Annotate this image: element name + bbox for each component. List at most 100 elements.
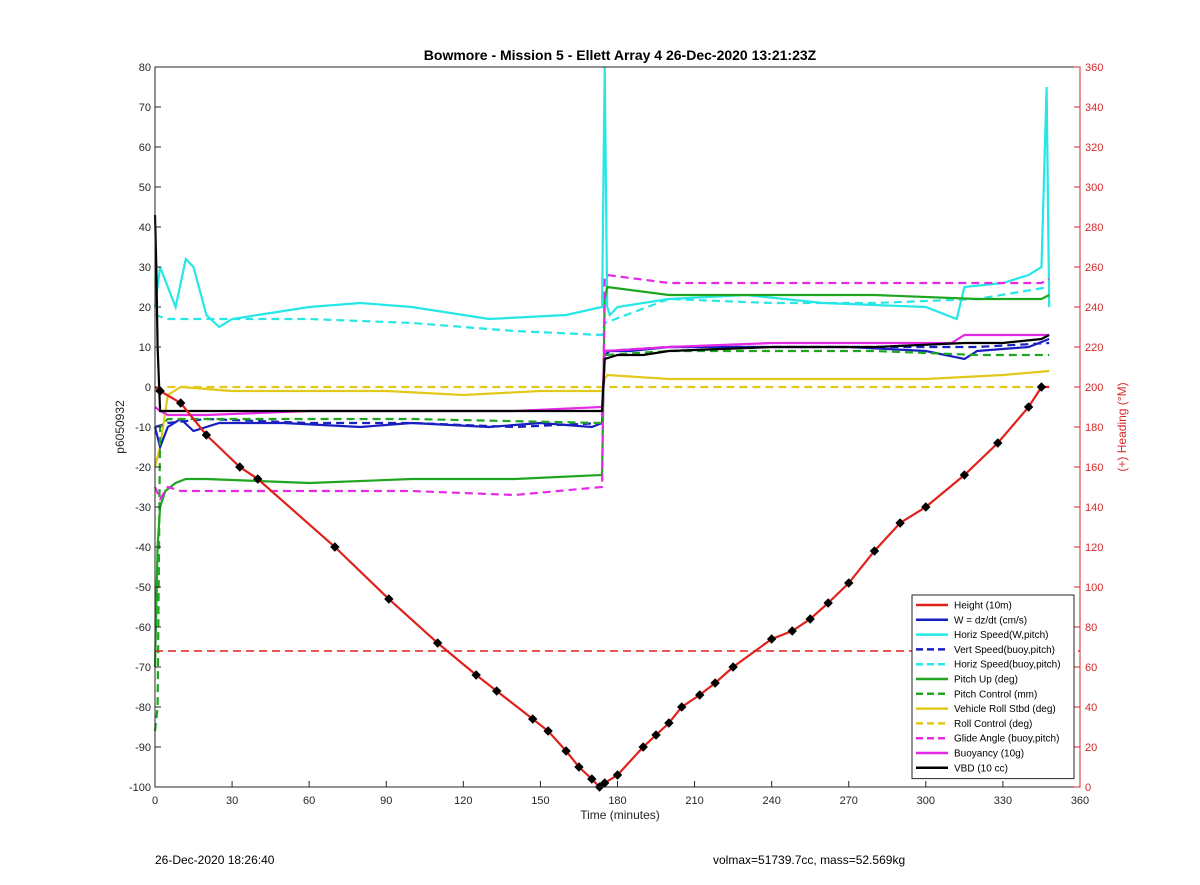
- footer-timestamp: 26-Dec-2020 18:26:40: [155, 853, 275, 867]
- height-marker: [728, 662, 738, 672]
- height-marker: [921, 502, 931, 512]
- y-tick-label: -70: [135, 662, 151, 674]
- y2-tick-label: 80: [1085, 622, 1097, 634]
- y-tick-label: 60: [139, 142, 151, 154]
- y2-axis-label: (+) Heading (°M): [1115, 382, 1129, 471]
- y2-tick-label: 160: [1085, 462, 1103, 474]
- height-marker: [574, 762, 584, 772]
- height-marker: [432, 638, 443, 648]
- height-marker: [959, 470, 970, 480]
- footer-volmax-mass: volmax=51739.7cc, mass=52.569kg: [713, 853, 906, 867]
- y-tick-label: -50: [135, 582, 151, 594]
- legend-entry: Pitch Up (deg): [954, 675, 1018, 686]
- height-marker: [543, 726, 553, 736]
- x-tick-label: 240: [762, 795, 780, 807]
- height-marker: [175, 398, 186, 408]
- y2-tick-label: 300: [1085, 182, 1103, 194]
- y2-tick-label: 280: [1085, 222, 1103, 234]
- plot-data: [153, 66, 1080, 792]
- legend-entry: Horiz Speed(buoy,pitch): [954, 660, 1061, 671]
- y-tick-label: 70: [139, 102, 151, 114]
- y2-tick-label: 220: [1085, 342, 1103, 354]
- x-tick-label: 270: [840, 795, 858, 807]
- height-marker: [895, 518, 905, 528]
- y2-tick-label: 200: [1085, 382, 1103, 394]
- legend-entry: Pitch Control (mm): [954, 689, 1037, 700]
- legend-entry: Vehicle Roll Stbd (deg): [954, 704, 1056, 715]
- legend-entry: Glide Angle (buoy,pitch): [954, 734, 1059, 745]
- y-tick-label: -60: [135, 622, 151, 634]
- series-line-pitch-up-deg: [153, 285, 1050, 668]
- height-marker: [1036, 382, 1047, 392]
- height-marker: [695, 690, 705, 700]
- height-marker: [664, 718, 674, 728]
- y-tick-label: -90: [135, 742, 151, 754]
- height-marker: [561, 746, 571, 756]
- height-marker: [1023, 402, 1034, 412]
- y2-tick-label: 20: [1085, 742, 1097, 754]
- series-line-horiz-speed-buoy-pitch: [154, 285, 1050, 337]
- height-marker: [587, 774, 597, 784]
- legend-entry: Roll Control (deg): [954, 719, 1032, 730]
- height-marker: [253, 474, 263, 484]
- legend-entry: Horiz Speed(W,pitch): [954, 630, 1048, 641]
- y2-tick-label: 340: [1085, 102, 1103, 114]
- y-tick-label: -20: [135, 462, 151, 474]
- series-line-vehicle-roll-stbd-deg: [153, 369, 1050, 468]
- y-tick-label: -10: [135, 422, 151, 434]
- height-marker: [638, 742, 648, 752]
- y-axis-right: 0 20 40 60 80 100 120 140 160 180 200 220 240 260 280 3…: [1074, 62, 1103, 794]
- legend-entry: Buoyancy (10g): [954, 749, 1024, 760]
- x-tick-label: 210: [685, 795, 703, 807]
- x-axis-label: Time (minutes): [580, 808, 660, 822]
- y2-tick-label: 240: [1085, 302, 1103, 314]
- height-marker: [599, 778, 610, 788]
- series-line-horiz-speed-w-pitch: [153, 66, 1051, 329]
- legend-entry: Height (10m): [954, 601, 1012, 612]
- height-marker: [201, 430, 212, 440]
- y-tick-label: -80: [135, 702, 151, 714]
- height-marker: [612, 770, 623, 780]
- legend: Height (10m) W = dz/dt (cm/s) Horiz Speed(…: [911, 594, 1075, 780]
- y2-tick-label: 140: [1085, 502, 1103, 514]
- x-tick-label: 300: [917, 795, 935, 807]
- height-marker: [710, 678, 720, 688]
- y2-tick-label: 100: [1085, 582, 1103, 594]
- height-marker: [471, 670, 481, 680]
- height-marker: [384, 594, 394, 604]
- y-axis-label: p6050932: [113, 400, 127, 454]
- legend-entry: VBD (10 cc): [954, 763, 1008, 774]
- height-marker: [787, 626, 797, 636]
- y2-tick-label: 260: [1085, 262, 1103, 274]
- y-tick-label: 30: [139, 262, 151, 274]
- height-marker: [805, 614, 815, 624]
- height-marker: [844, 578, 854, 588]
- y-tick-label: -100: [129, 782, 151, 794]
- series-line-pitch-control-mm: [153, 349, 1050, 732]
- y-tick-label: -40: [135, 542, 151, 554]
- y-tick-label: 20: [139, 302, 151, 314]
- x-tick-label: 60: [303, 795, 315, 807]
- x-tick-label: 150: [531, 795, 549, 807]
- height-marker: [823, 598, 833, 608]
- x-tick-label: 0: [152, 795, 158, 807]
- legend-box: [911, 594, 1075, 780]
- x-tick-label: 120: [454, 795, 472, 807]
- x-tick-label: 180: [608, 795, 626, 807]
- y-tick-label: 80: [139, 62, 151, 74]
- height-marker: [993, 438, 1003, 448]
- y-tick-label: 10: [139, 342, 151, 354]
- y-tick-label: 40: [139, 222, 151, 234]
- y-axis-left: -100-90-80-70-60-50-40-30-20-10010203040…: [129, 62, 161, 794]
- height-marker: [235, 462, 245, 472]
- y2-tick-label: 180: [1085, 422, 1103, 434]
- height-marker: [651, 730, 661, 740]
- y2-tick-label: 0: [1085, 782, 1091, 794]
- x-tick-label: 330: [994, 795, 1012, 807]
- y2-tick-label: 120: [1085, 542, 1103, 554]
- height-marker: [330, 542, 340, 552]
- y2-tick-label: 60: [1085, 662, 1097, 674]
- x-tick-label: 30: [226, 795, 238, 807]
- series-line-vbd-10-cc: [153, 214, 1050, 413]
